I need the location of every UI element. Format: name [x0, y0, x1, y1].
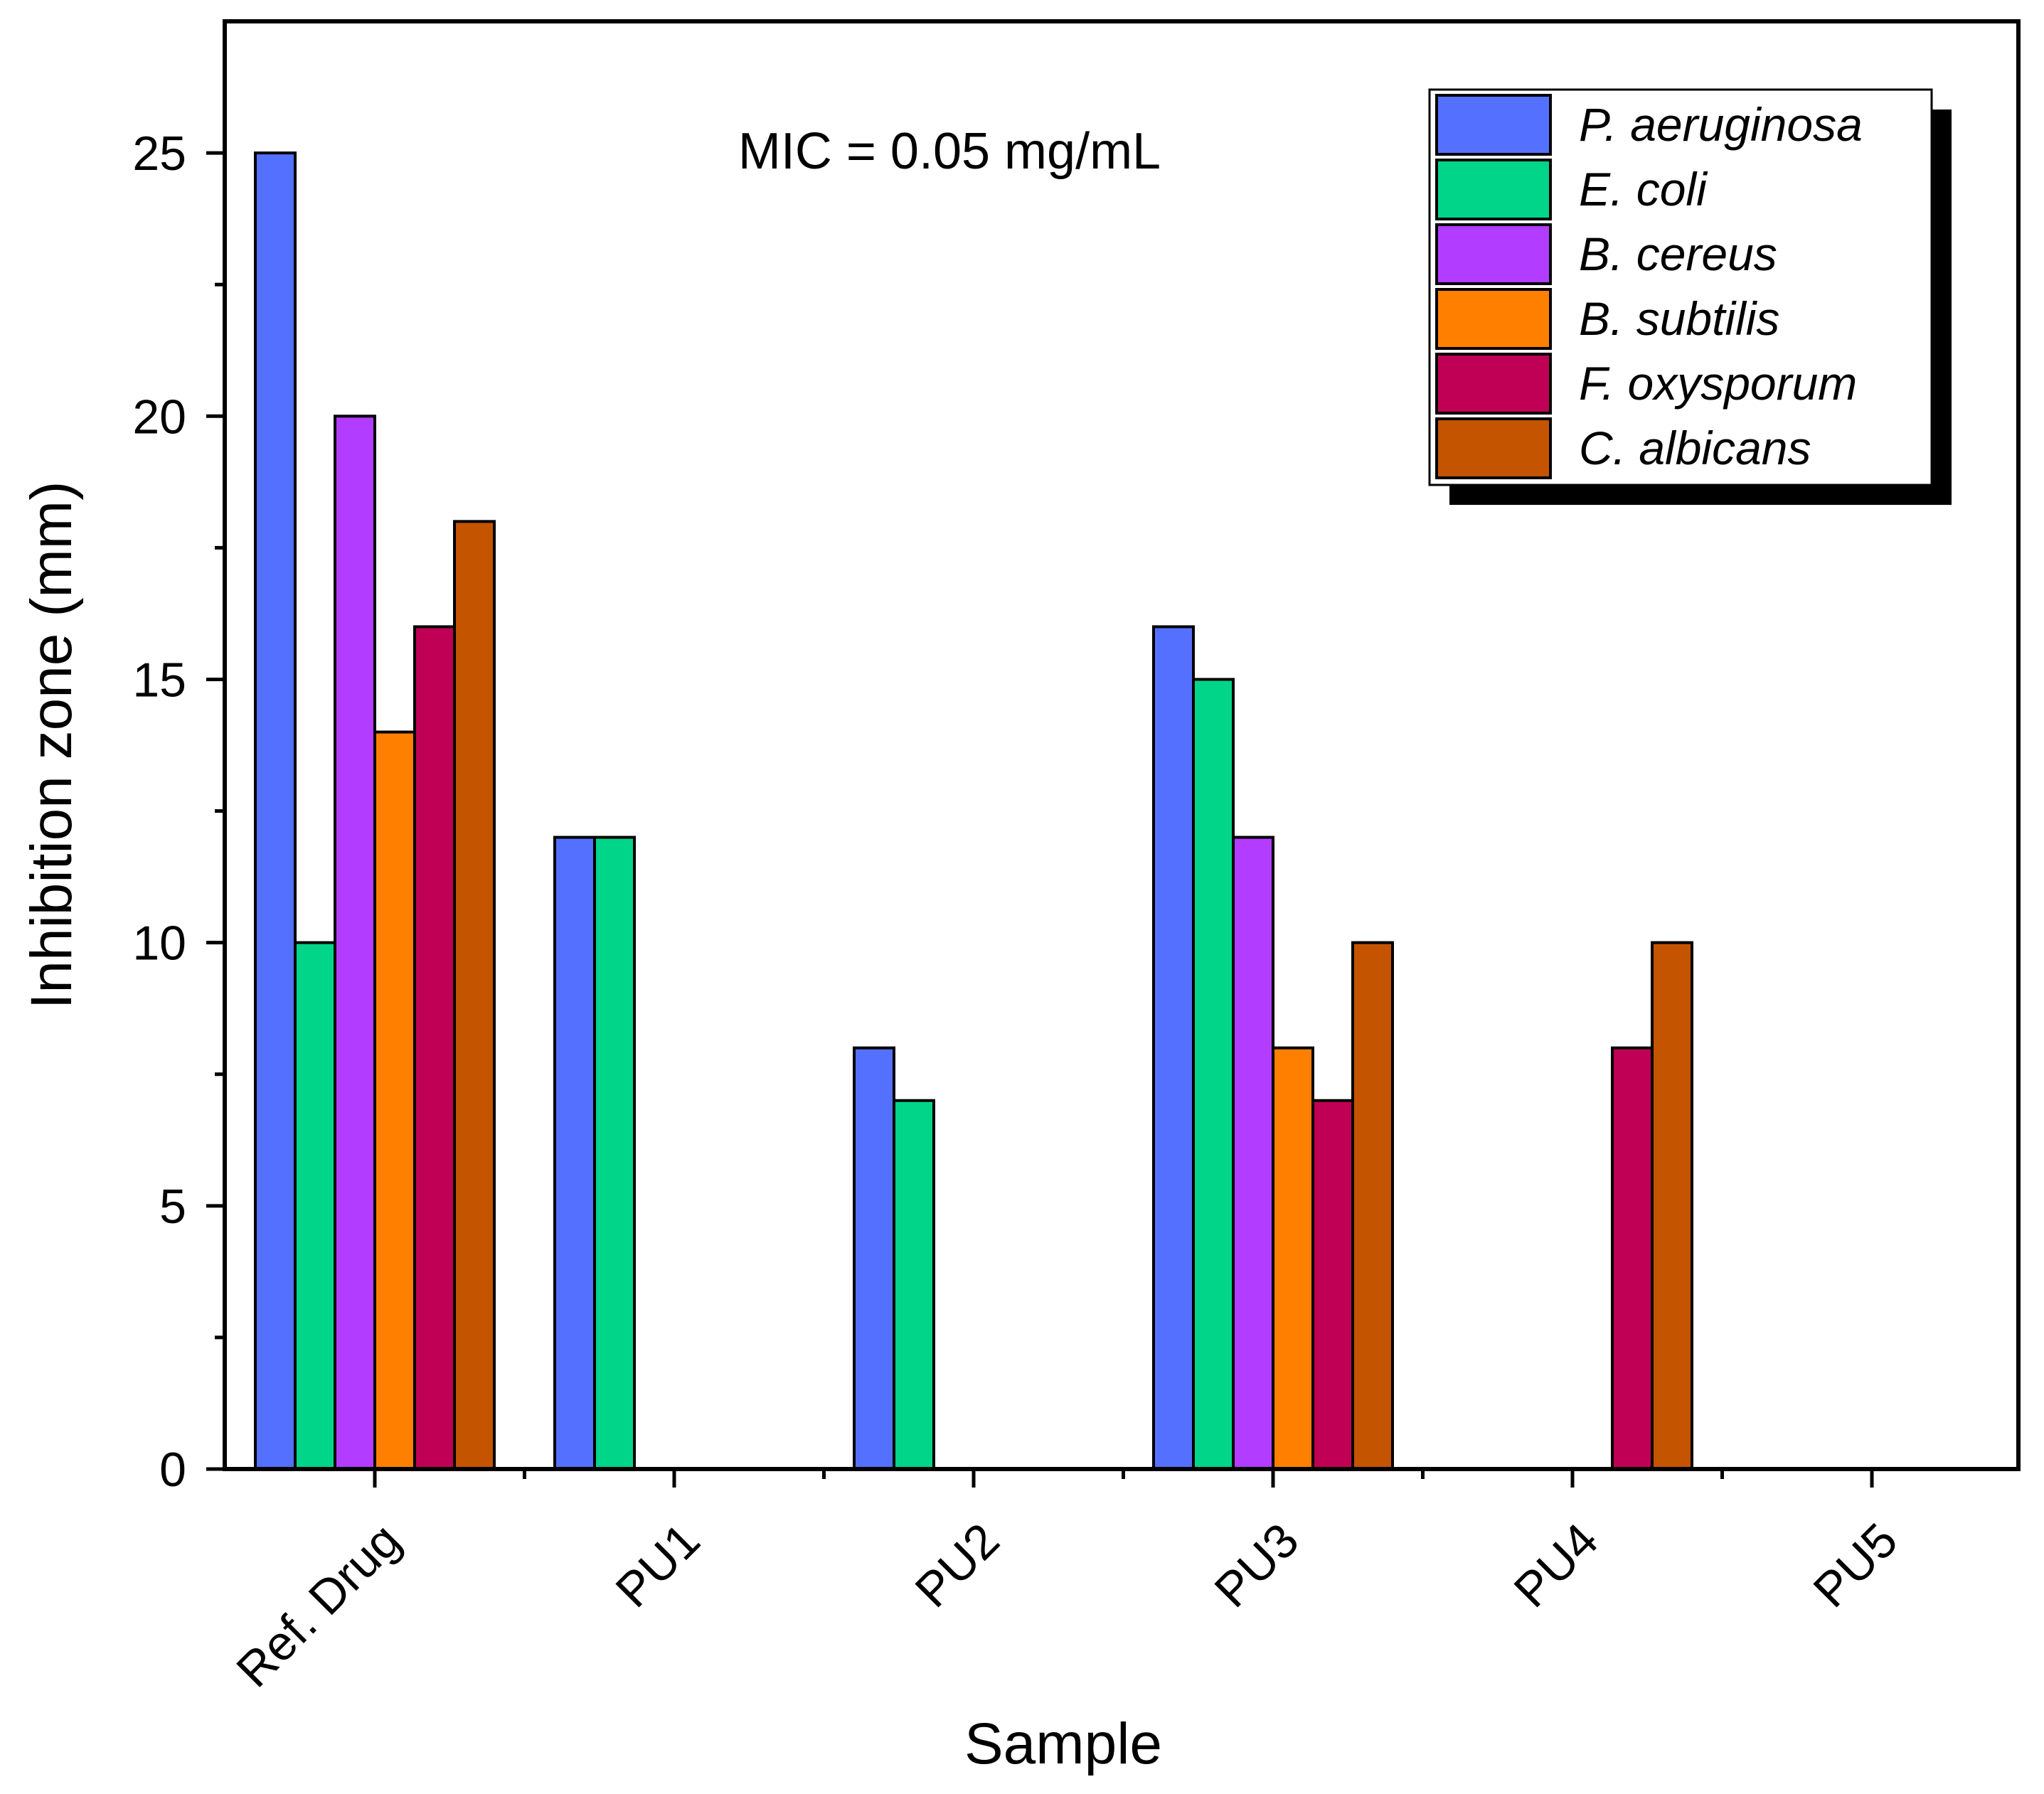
- bar-ref-drug-p-aeruginosa: [254, 151, 297, 1470]
- bar-pu2-e-coli: [893, 1099, 935, 1470]
- bar-pu2-p-aeruginosa: [853, 1046, 895, 1470]
- legend-swatch-f-oxysporum: [1435, 353, 1552, 415]
- x-axis-title: Sample: [964, 1712, 1162, 1776]
- x-tick-label: PU1: [605, 1513, 710, 1618]
- legend-label-b-cereus: B. cereus: [1579, 228, 1777, 280]
- legend-swatch-c-albicans: [1435, 417, 1552, 479]
- y-tick-label: 20: [132, 390, 186, 444]
- x-tick-label: PU4: [1503, 1513, 1608, 1618]
- legend: P. aeruginosa E. coli B. cereus B. subtilis…: [1428, 88, 1952, 505]
- legend-swatch-p-aeruginosa: [1435, 94, 1552, 156]
- bar-pu3-b-cereus: [1232, 835, 1274, 1470]
- bar-pu1-p-aeruginosa: [553, 835, 596, 1470]
- bar-ref-drug-f-oxysporum: [413, 625, 456, 1470]
- bar-ref-drug-c-albicans: [453, 520, 496, 1470]
- y-tick-label: 15: [132, 653, 186, 707]
- legend-swatch-b-subtilis: [1435, 288, 1552, 350]
- bar-pu3-p-aeruginosa: [1152, 625, 1195, 1470]
- legend-label-p-aeruginosa: P. aeruginosa: [1579, 98, 1863, 151]
- bar-pu3-f-oxysporum: [1311, 1099, 1354, 1470]
- bar-pu1-e-coli: [593, 835, 636, 1470]
- y-axis-title: Inhibition zone (mm): [19, 481, 84, 1010]
- y-tick-label: 10: [132, 917, 186, 971]
- x-tick-label: Ref. Drug: [226, 1513, 411, 1698]
- bar-pu3-b-subtilis: [1272, 1046, 1314, 1470]
- bar-pu4-c-albicans: [1651, 941, 1693, 1470]
- y-axis: 0 5 10 15 20 25: [132, 127, 225, 1497]
- bar-ref-drug-b-cereus: [334, 415, 376, 1470]
- bar-ref-drug-b-subtilis: [373, 730, 416, 1470]
- x-tick-label: PU3: [1204, 1513, 1309, 1618]
- bars-layer: [254, 151, 1693, 1470]
- y-tick-label: 5: [159, 1180, 186, 1234]
- legend-label-b-subtilis: B. subtilis: [1579, 292, 1779, 345]
- bar-ref-drug-e-coli: [294, 941, 336, 1470]
- mic-annotation: MIC = 0.05 mg/mL: [738, 123, 1161, 180]
- legend-swatch-b-cereus: [1435, 223, 1552, 285]
- legend-label-f-oxysporum: F. oxysporum: [1579, 357, 1857, 410]
- bar-pu3-c-albicans: [1351, 941, 1394, 1470]
- x-axis: Ref. Drug PU1 PU2 PU3 PU4 PU5: [226, 1469, 1908, 1697]
- legend-label-c-albicans: C. albicans: [1579, 422, 1811, 474]
- x-tick-label: PU5: [1803, 1513, 1907, 1618]
- y-tick-label: 0: [159, 1443, 186, 1497]
- y-tick-label: 25: [132, 127, 186, 181]
- bar-pu3-e-coli: [1192, 678, 1235, 1470]
- legend-swatch-e-coli: [1435, 159, 1552, 220]
- legend-label-e-coli: E. coli: [1579, 163, 1708, 215]
- x-tick-label: PU2: [905, 1513, 1009, 1618]
- bar-pu4-f-oxysporum: [1611, 1046, 1654, 1470]
